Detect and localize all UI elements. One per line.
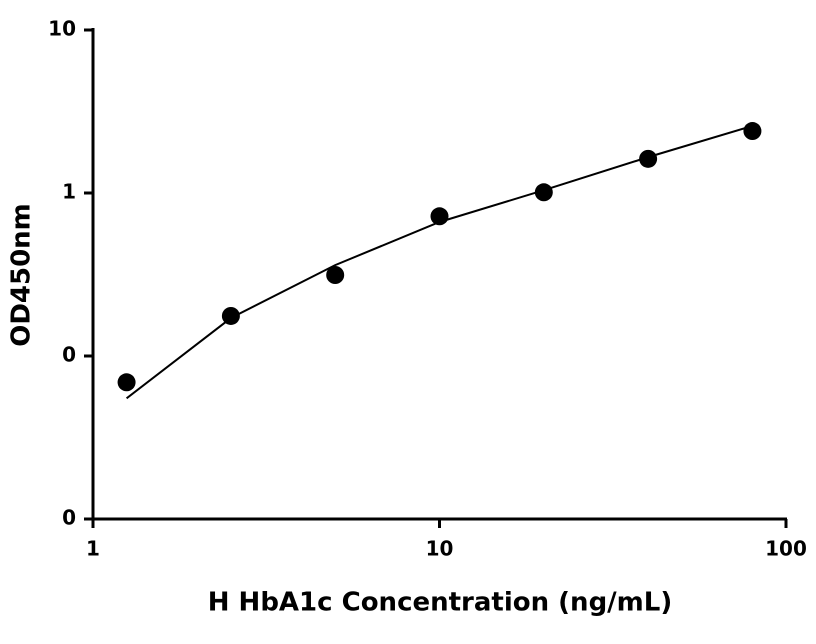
fit-curve <box>125 124 753 400</box>
data-point <box>117 373 136 392</box>
x-tick-label: 100 <box>765 537 807 561</box>
x-tick-label: 10 <box>426 537 454 561</box>
data-point <box>743 122 762 141</box>
y-tick-label: 0 <box>62 343 76 367</box>
data-point <box>639 149 658 168</box>
data-point <box>221 306 240 325</box>
x-axis-title: H HbA1c Concentration (ng/mL) <box>208 588 672 618</box>
data-point <box>534 183 553 202</box>
y-tick-label: 0 <box>62 506 76 530</box>
data-point <box>326 266 345 285</box>
data-point <box>430 207 449 226</box>
y-tick-label: 1 <box>62 180 76 204</box>
x-tick-label: 1 <box>86 537 100 561</box>
y-tick-label: 10 <box>48 17 76 41</box>
y-axis-title: OD450nm <box>7 203 37 347</box>
